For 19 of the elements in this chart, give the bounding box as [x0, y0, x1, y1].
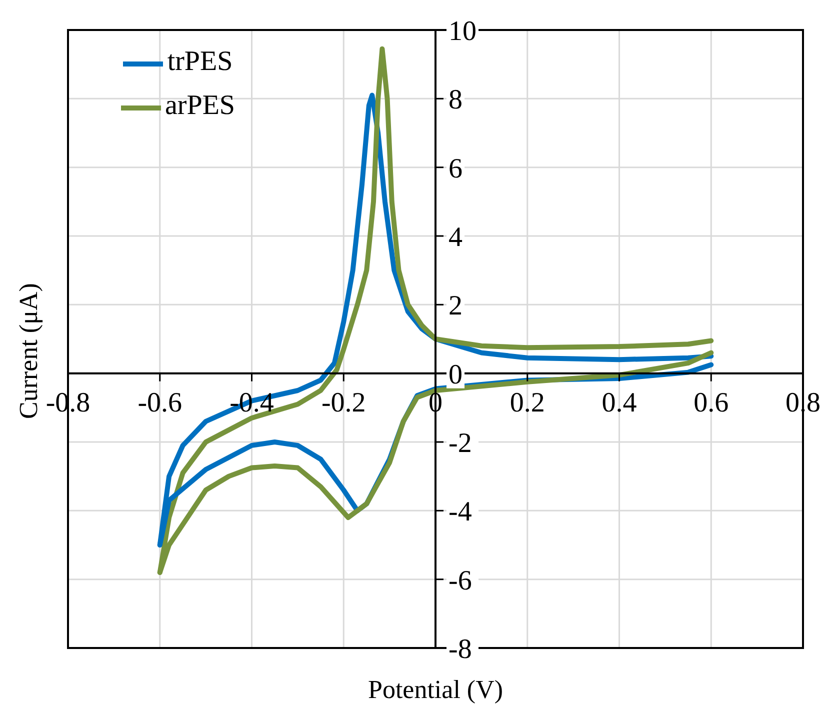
x-tick-label: -0.6	[138, 387, 182, 418]
legend-label: trPES	[167, 46, 233, 77]
x-tick-label: 0.6	[694, 387, 729, 418]
y-tick-label: 4	[448, 222, 462, 253]
y-tick-label: 2	[448, 290, 462, 322]
x-axis-title: Potential (V)	[368, 675, 504, 704]
y-tick-label: -2	[448, 428, 472, 459]
y-tick-label: 8	[448, 84, 462, 116]
y-tick-label: -4	[448, 496, 472, 528]
x-tick-label: 0.4	[602, 387, 637, 418]
y-tick-label: 0	[448, 359, 462, 390]
y-tick-label: -6	[448, 565, 472, 596]
legend-label: arPES	[165, 90, 235, 121]
x-tick-label: -0.2	[321, 387, 366, 418]
y-tick-label: -8	[448, 634, 472, 665]
y-axis-title: Current (μA)	[14, 283, 44, 419]
x-tick-label: 0.2	[510, 387, 545, 418]
y-tick-label: 10	[448, 16, 476, 47]
y-tick-label: 6	[448, 153, 462, 184]
